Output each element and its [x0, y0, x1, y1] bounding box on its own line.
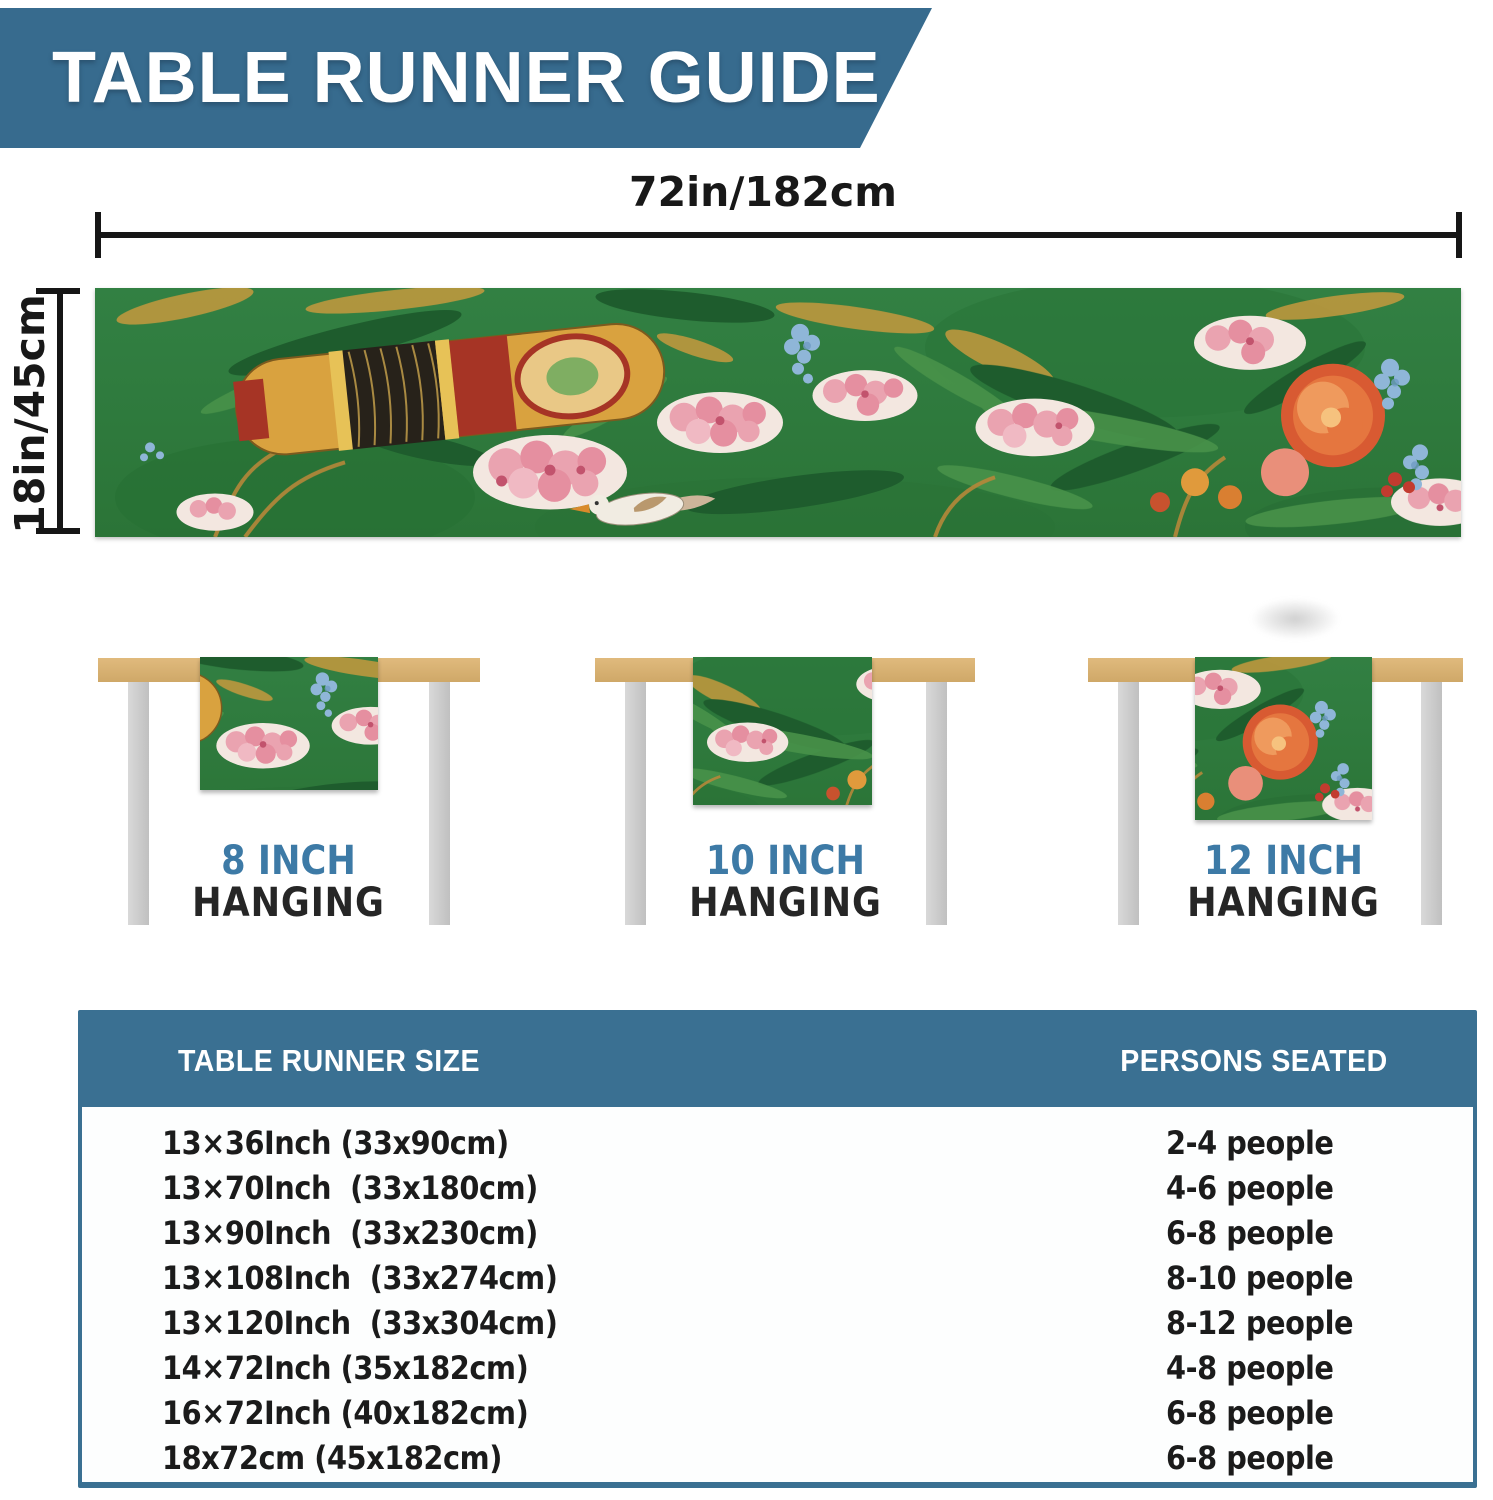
height-dimension-line [57, 290, 63, 534]
table-leg-right [1421, 682, 1442, 925]
size-cell: 13×70Inch (33x180cm) [162, 1168, 538, 1207]
height-dimension-tick-top [36, 288, 80, 294]
table-row: 13×70Inch (33x180cm) 4-6 people [82, 1165, 1473, 1210]
height-dimension-label: 18in/45cm [6, 294, 54, 534]
width-dimension-line [95, 232, 1462, 238]
table-leg-right [926, 682, 947, 925]
size-cell: 16×72Inch (40x182cm) [162, 1393, 529, 1432]
header-table-runner-size: TABLE RUNNER SIZE [178, 1042, 481, 1078]
persons-cell: 6-8 people [1166, 1438, 1334, 1477]
inch-value: 12 INCH [1203, 838, 1363, 884]
hanging-label-10-inch: 10 INCH HANGING [635, 840, 935, 924]
persons-cell: 4-6 people [1166, 1168, 1334, 1207]
runner-fabric-art [95, 288, 1461, 537]
inch-value: 10 INCH [705, 838, 865, 884]
hanging-text: HANGING [688, 880, 882, 926]
width-dimension-label: 72in/182cm [629, 168, 897, 216]
size-chart-body: 13×36Inch (33x90cm) 2-4 people 13×70Inch… [82, 1107, 1473, 1480]
photo-smudge [1250, 598, 1340, 640]
table-row: 13×36Inch (33x90cm) 2-4 people [82, 1120, 1473, 1165]
table-row: 14×72Inch (35x182cm) 4-8 people [82, 1345, 1473, 1390]
hanging-text: HANGING [191, 880, 385, 926]
size-cell: 18x72cm (45x182cm) [162, 1438, 502, 1477]
page-title: TABLE RUNNER GUIDE [52, 38, 881, 118]
table-row: 16×72Inch (40x182cm) 6-8 people [82, 1390, 1473, 1435]
size-cell: 13×36Inch (33x90cm) [162, 1123, 509, 1162]
persons-cell: 6-8 people [1166, 1393, 1334, 1432]
hanging-label-12-inch: 12 INCH HANGING [1133, 840, 1433, 924]
size-cell: 13×120Inch (33x304cm) [162, 1303, 558, 1342]
size-cell: 13×108Inch (33x274cm) [162, 1258, 558, 1297]
persons-cell: 6-8 people [1166, 1213, 1334, 1252]
persons-cell: 8-12 people [1166, 1303, 1354, 1342]
header-persons-seated: PERSONS SEATED [1120, 1042, 1388, 1078]
width-dimension-tick-left [95, 212, 101, 258]
title-banner: TABLE RUNNER GUIDE [0, 8, 932, 148]
table-leg-right [429, 682, 450, 925]
table-leg-left [625, 682, 646, 925]
table-runner-photo [95, 288, 1461, 537]
mini-runner-image [200, 657, 378, 790]
size-cell: 14×72Inch (35x182cm) [162, 1348, 529, 1387]
table-leg-left [1118, 682, 1139, 925]
size-chart-header: TABLE RUNNER SIZE PERSONS SEATED [82, 1014, 1473, 1107]
size-chart: TABLE RUNNER SIZE PERSONS SEATED 13×36In… [78, 1010, 1477, 1488]
height-dimension-tick-bottom [36, 528, 80, 534]
persons-cell: 8-10 people [1166, 1258, 1354, 1297]
table-row: 13×108Inch (33x274cm) 8-10 people [82, 1255, 1473, 1300]
mini-runner-image [1195, 657, 1372, 820]
inch-value: 8 INCH [220, 838, 356, 884]
table-row: 13×120Inch (33x304cm) 8-12 people [82, 1300, 1473, 1345]
persons-cell: 4-8 people [1166, 1348, 1334, 1387]
table-row: 18x72cm (45x182cm) 6-8 people [82, 1435, 1473, 1480]
table-leg-left [128, 682, 149, 925]
hanging-text: HANGING [1186, 880, 1380, 926]
table-row: 13×90Inch (33x230cm) 6-8 people [82, 1210, 1473, 1255]
width-dimension-tick-right [1456, 212, 1462, 258]
size-cell: 13×90Inch (33x230cm) [162, 1213, 538, 1252]
persons-cell: 2-4 people [1166, 1123, 1334, 1162]
mini-runner-image [693, 657, 872, 805]
hanging-label-8-inch: 8 INCH HANGING [138, 840, 438, 924]
